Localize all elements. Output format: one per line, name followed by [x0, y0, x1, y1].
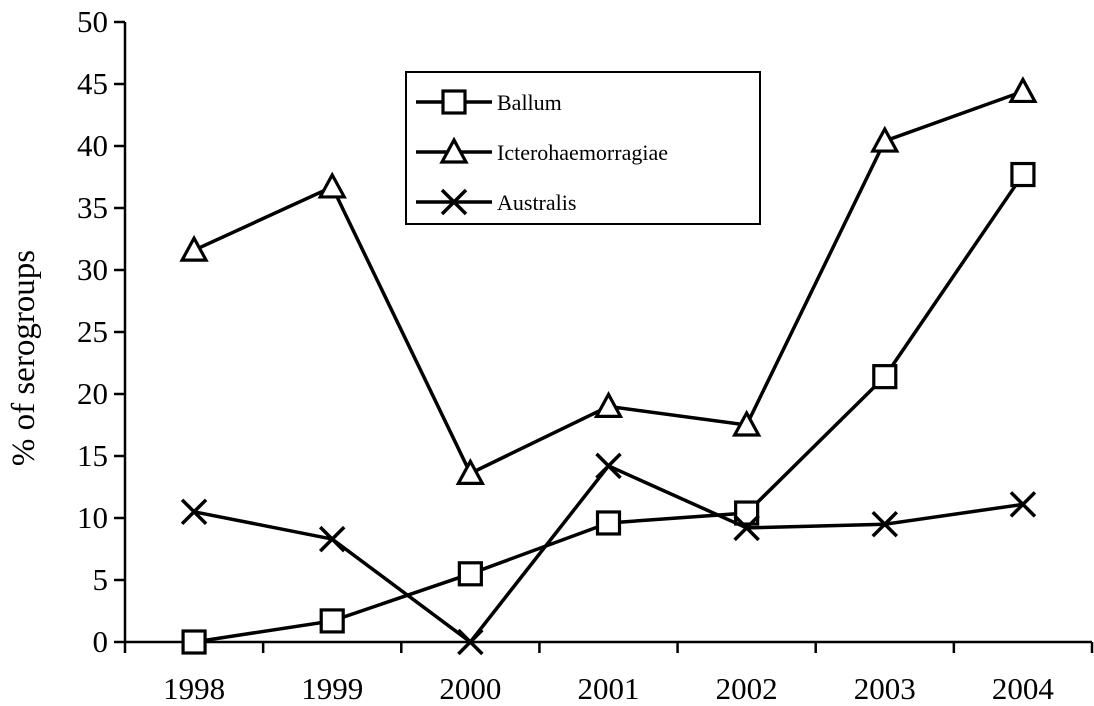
data-point-icterohaemorragiae	[455, 458, 486, 485]
legend-item-ballum: Ballum	[416, 89, 562, 115]
y-tick-label: 0	[93, 624, 109, 659]
data-point-ballum	[181, 629, 207, 655]
x-tick-label: 2004	[992, 671, 1055, 706]
legend-label-australis: Australis	[497, 190, 576, 215]
data-point-australis	[318, 525, 346, 553]
legend-marker-australis	[440, 188, 468, 216]
x-tick-label: 1998	[163, 671, 225, 706]
data-point-icterohaemorragiae	[317, 171, 347, 199]
data-point-australis	[180, 498, 208, 526]
legend-item-icterohaemorragiae: Icterohaemorragiae	[416, 136, 668, 165]
data-point-icterohaemorragiae	[1008, 76, 1038, 104]
x-tick-label: 2003	[854, 671, 916, 706]
legend-item-australis: Australis	[416, 188, 576, 216]
x-tick-label: 2001	[578, 671, 640, 706]
y-tick-label: 50	[77, 4, 108, 39]
legend-marker-icterohaemorragiae	[439, 136, 469, 164]
axes: 0 5 10 15 20 25 30 35 40 45 50 1998 1999 2000 2001 2002…	[77, 4, 1094, 706]
data-point-australis	[457, 628, 484, 656]
data-point-ballum	[734, 500, 760, 526]
data-point-icterohaemorragiae	[179, 234, 209, 262]
data-point-ballum	[872, 364, 898, 390]
data-point-icterohaemorragiae	[593, 391, 624, 418]
data-point-australis	[733, 514, 760, 542]
series-icterohaemorragiae	[179, 76, 1038, 485]
data-point-ballum	[319, 608, 345, 634]
data-point-ballum	[1010, 161, 1036, 188]
legend-label-ballum: Ballum	[497, 90, 562, 115]
y-tick-label: 30	[77, 252, 108, 287]
data-point-ballum	[595, 510, 622, 536]
y-tick-label: 45	[77, 66, 108, 101]
x-tick-label: 1999	[301, 671, 363, 706]
data-point-australis	[1009, 491, 1037, 518]
series-line-australis	[193, 463, 1024, 645]
y-tick-label: 40	[77, 128, 108, 163]
y-tick-label: 10	[77, 500, 108, 535]
y-tick-label: 15	[77, 438, 108, 473]
legend-marker-ballum	[441, 89, 467, 115]
y-tick-label: 25	[77, 314, 108, 349]
y-tick-label: 20	[77, 376, 108, 411]
legend: Ballum Icterohaemorragiae Australis	[405, 71, 761, 225]
series-australis	[180, 452, 1037, 656]
legend-label-icterohaemorragiae: Icterohaemorragiae	[497, 140, 668, 165]
x-tick-label: 2002	[716, 671, 778, 706]
data-point-icterohaemorragiae	[870, 125, 900, 153]
data-point-icterohaemorragiae	[731, 409, 762, 437]
data-point-australis	[595, 452, 622, 480]
data-point-ballum	[457, 561, 483, 587]
x-tick-label: 2000	[439, 671, 501, 706]
series-layer	[179, 76, 1038, 656]
series-ballum	[181, 161, 1036, 655]
y-tick-label: 35	[77, 190, 108, 225]
y-axis-label: % of serogroups	[6, 250, 42, 466]
data-point-australis	[871, 510, 899, 538]
y-tick-label: 5	[93, 562, 109, 597]
